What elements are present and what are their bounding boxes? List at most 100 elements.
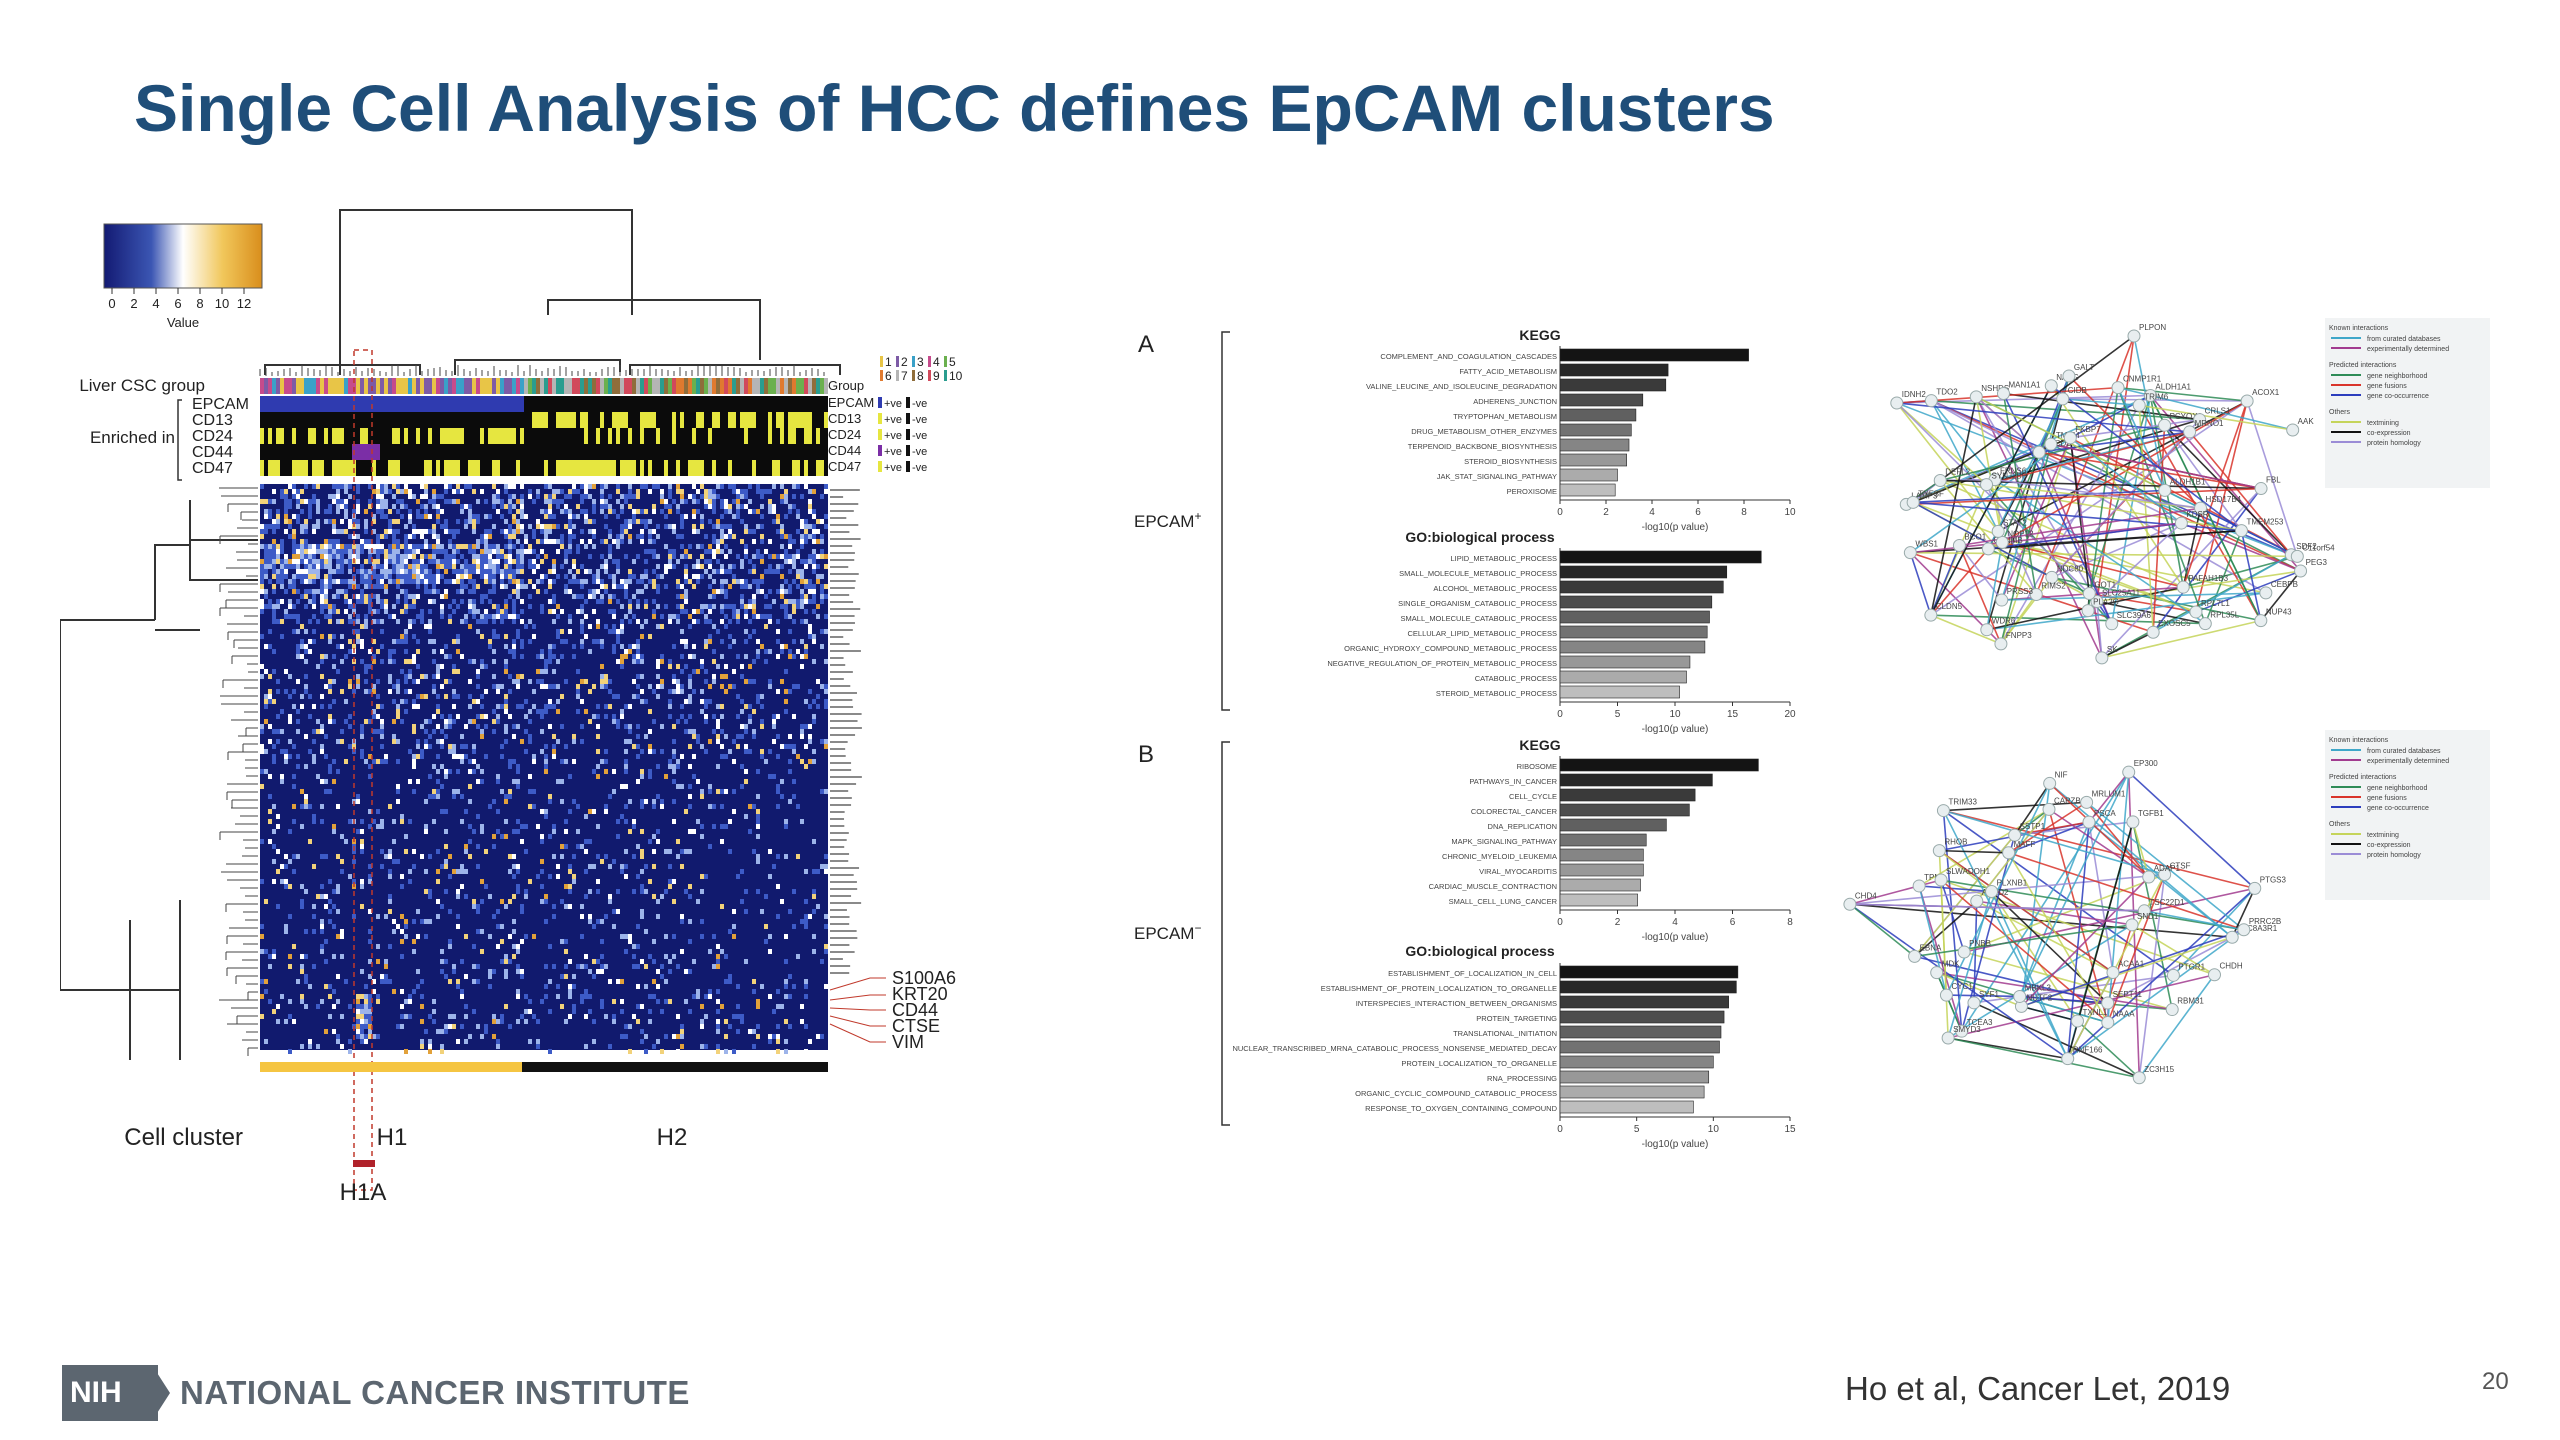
network-edge	[2035, 335, 2135, 595]
heatmap-cell	[796, 584, 800, 589]
heatmap-cell	[660, 799, 664, 804]
heatmap-cell	[792, 889, 796, 894]
heatmap-cell	[524, 584, 528, 589]
heatmap-cell	[288, 614, 292, 619]
group-cell	[420, 378, 424, 394]
heatmap-cell	[264, 564, 268, 569]
heatmap-cell	[580, 484, 584, 489]
heatmap-cell	[724, 689, 728, 694]
heatmap-cell	[744, 679, 748, 684]
heatmap-cell	[624, 704, 628, 709]
heatmap-cell	[372, 729, 376, 734]
heatmap-cell	[380, 619, 384, 624]
heatmap-cell	[736, 504, 740, 509]
heatmap-cell	[568, 514, 572, 519]
heatmap-cell	[432, 639, 436, 644]
heatmap-cell	[568, 614, 572, 619]
heatmap-cell	[360, 594, 364, 599]
heatmap-cell	[492, 544, 496, 549]
heatmap-cell	[428, 639, 432, 644]
heatmap-cell	[276, 509, 280, 514]
heatmap-cell	[512, 929, 516, 934]
heatmap-cell	[476, 629, 480, 634]
heatmap-cell	[480, 714, 484, 719]
color-scale-ticks: 0 2 4 6 8 10 12	[108, 288, 251, 311]
heatmap-cell	[772, 719, 776, 724]
heatmap-cell	[416, 679, 420, 684]
heatmap-cell	[396, 509, 400, 514]
heatmap-cell	[320, 594, 324, 599]
heatmap-cell	[820, 574, 824, 579]
heatmap-cell	[756, 999, 760, 1004]
heatmap-cell	[500, 924, 504, 929]
heatmap-cell	[508, 539, 512, 544]
heatmap-cell	[392, 734, 396, 739]
heatmap-cell	[356, 559, 360, 564]
heatmap-cell	[548, 659, 552, 664]
heatmap-cell	[392, 519, 396, 524]
heatmap-cell	[312, 614, 316, 619]
heatmap-cell	[524, 889, 528, 894]
marker-cell	[740, 412, 744, 428]
heatmap-cell	[800, 729, 804, 734]
heatmap-cell	[488, 529, 492, 534]
heatmap-cell	[624, 579, 628, 584]
heatmap-cell	[364, 614, 368, 619]
heatmap-cell	[504, 609, 508, 614]
group-cell	[260, 378, 264, 394]
enrichment-figure: A EPCAM+ KEGG COMPLEMENT_AND_COAGULATION…	[1134, 327, 1796, 1150]
heatmap-cell	[568, 579, 572, 584]
heatmap-cell	[424, 509, 428, 514]
group-cell	[368, 378, 372, 394]
heatmap-cell	[280, 539, 284, 544]
heatmap-cell	[652, 959, 656, 964]
heatmap-cell	[712, 569, 716, 574]
heatmap-cell	[372, 584, 376, 589]
heatmap-cell	[612, 574, 616, 579]
group-cell	[780, 378, 784, 394]
heatmap-cell	[404, 554, 408, 559]
heatmap-cell	[448, 874, 452, 879]
heatmap-cell	[788, 769, 792, 774]
heatmap-cell	[652, 804, 656, 809]
marker-cell	[628, 460, 632, 476]
heatmap-cell	[460, 584, 464, 589]
group-cell	[320, 378, 324, 394]
heatmap-cell	[656, 584, 660, 589]
heatmap-cell	[404, 574, 408, 579]
heatmap-cell	[420, 544, 424, 549]
heatmap-cell	[368, 549, 372, 554]
bar-term-label: PATHWAYS_IN_CANCER	[1469, 777, 1557, 786]
heatmap-cell	[776, 689, 780, 694]
heatmap-cell	[504, 834, 508, 839]
heatmap-cell	[816, 904, 820, 909]
heatmap-cell	[528, 489, 532, 494]
marker-legend-pos-swatch	[878, 397, 882, 408]
heatmap-cell	[528, 709, 532, 714]
heatmap-cell	[320, 894, 324, 899]
heatmap-cell	[604, 624, 608, 629]
heatmap-cell	[284, 614, 288, 619]
heatmap-cell	[772, 1034, 776, 1039]
heatmap-cell	[784, 994, 788, 999]
heatmap-cell	[440, 1049, 444, 1054]
network-edge	[1986, 431, 2190, 486]
heatmap-cell	[448, 939, 452, 944]
heatmap-cell	[264, 524, 268, 529]
heatmap-cell	[272, 669, 276, 674]
heatmap-cell	[804, 919, 808, 924]
heatmap-cell	[260, 839, 264, 844]
heatmap-cell	[572, 654, 576, 659]
heatmap-cell	[324, 614, 328, 619]
bar-term-label: TERPENOID_BACKBONE_BIOSYNTHESIS	[1408, 442, 1557, 451]
heatmap-cell	[272, 754, 276, 759]
heatmap-cell	[452, 534, 456, 539]
heatmap-cell	[336, 669, 340, 674]
heatmap-cell	[428, 919, 432, 924]
heatmap-cell	[616, 724, 620, 729]
heatmap-cell	[508, 564, 512, 569]
heatmap-cell	[332, 759, 336, 764]
heatmap-cell	[784, 824, 788, 829]
marker-cell	[452, 428, 456, 444]
heatmap-cell	[692, 564, 696, 569]
